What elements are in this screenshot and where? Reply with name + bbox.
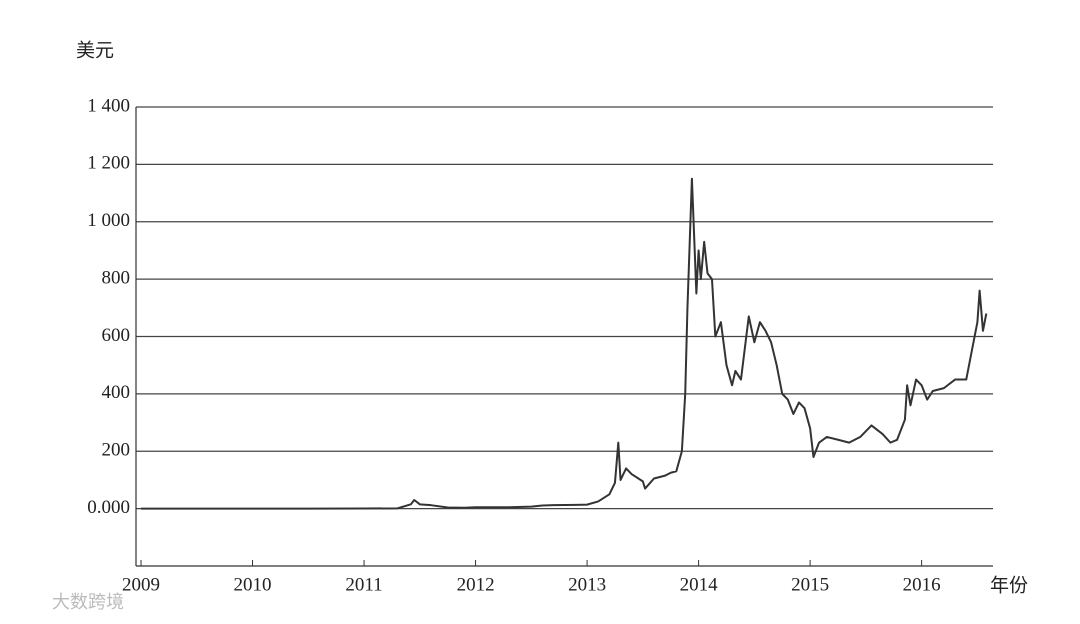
y-tick-label: 1 000 bbox=[87, 210, 130, 231]
y-tick-label: 0.000 bbox=[87, 497, 130, 518]
y-tick-label: 1 400 bbox=[87, 95, 130, 116]
x-tick-label: 2014 bbox=[680, 574, 719, 595]
y-tick-label: 400 bbox=[102, 382, 131, 403]
y-tick-label: 800 bbox=[102, 267, 131, 288]
y-axis-label: 美元 bbox=[76, 39, 114, 61]
x-tick-label: 2013 bbox=[568, 574, 606, 595]
y-tick-label: 200 bbox=[102, 440, 131, 461]
watermark: 大数跨境 bbox=[52, 592, 124, 612]
x-tick-label: 2010 bbox=[234, 574, 272, 595]
y-tick-label: 1 200 bbox=[87, 153, 130, 174]
x-axis-label: 年份 bbox=[990, 574, 1028, 596]
x-tick-label: 2016 bbox=[903, 574, 941, 595]
x-tick-label: 2012 bbox=[457, 574, 495, 595]
x-tick-label: 2015 bbox=[791, 574, 829, 595]
price-line bbox=[141, 177, 988, 510]
y-tick-label: 600 bbox=[102, 325, 131, 346]
x-tick-label: 2011 bbox=[345, 574, 382, 595]
x-tick-label: 2009 bbox=[122, 574, 160, 595]
